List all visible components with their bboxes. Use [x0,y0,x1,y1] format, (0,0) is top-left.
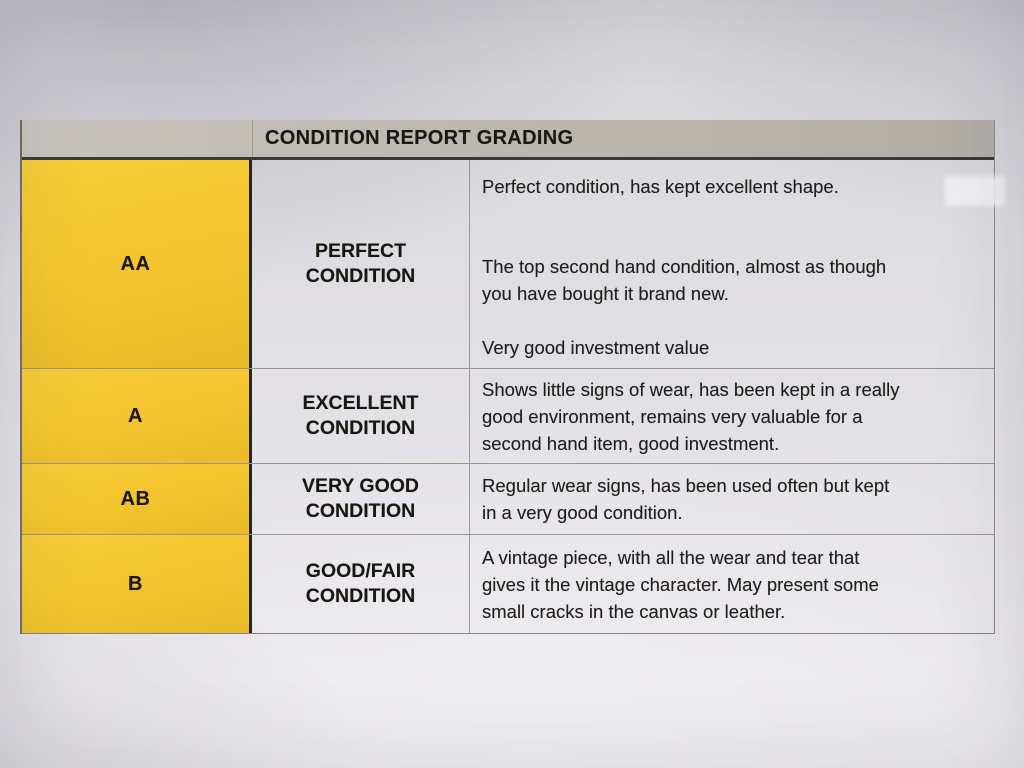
grade-label: AA [120,252,151,275]
grade-label: AB [120,487,151,510]
grade-label: A [128,404,143,427]
condition-cell: GOOD/FAIR CONDITION [252,535,470,633]
description-paragraph: Perfect condition, has kept excellent sh… [482,176,839,197]
table-row-aa: AA PERFECT CONDITION Perfect condition, … [22,160,994,368]
grade-cell: A [22,369,252,463]
description-paragraph: Shows little signs of wear, has been kep… [482,378,900,454]
table-row-ab: AB VERY GOOD CONDITION Regular wear sign… [22,463,994,534]
table-row-b: B GOOD/FAIR CONDITION A vintage piece, w… [22,534,994,633]
condition-label: GOOD/FAIR CONDITION [305,560,416,607]
description-paragraph: A vintage piece, with all the wear and t… [482,546,879,622]
condition-cell: VERY GOOD CONDITION [252,464,470,534]
description-cell: Shows little signs of wear, has been kep… [470,369,994,463]
condition-grading-table: CONDITION REPORT GRADING AA PERFECT COND… [20,120,995,634]
grade-cell: B [22,535,252,633]
table-row-a: A EXCELLENT CONDITION Shows little signs… [22,368,994,463]
description-cell: A vintage piece, with all the wear and t… [470,535,994,633]
description-paragraph: The top second hand condition, almost as… [482,256,887,304]
description-cell: Regular wear signs, has been used often … [470,464,994,534]
whiteout-patch [945,176,1005,206]
description-paragraph: Very good investment value [482,337,710,358]
condition-cell: PERFECT CONDITION [252,160,470,368]
condition-label: EXCELLENT CONDITION [302,392,419,439]
grade-cell: AA [22,160,252,368]
condition-label: VERY GOOD CONDITION [301,475,420,522]
grade-cell: AB [22,464,252,534]
condition-label: PERFECT CONDITION [305,240,416,287]
table-header-row: CONDITION REPORT GRADING [22,120,994,160]
table-title: CONDITION REPORT GRADING [252,120,573,157]
grade-label: B [128,572,143,595]
description-paragraph: Regular wear signs, has been used often … [482,475,890,523]
description-cell: Perfect condition, has kept excellent sh… [470,160,994,368]
condition-cell: EXCELLENT CONDITION [252,369,470,463]
